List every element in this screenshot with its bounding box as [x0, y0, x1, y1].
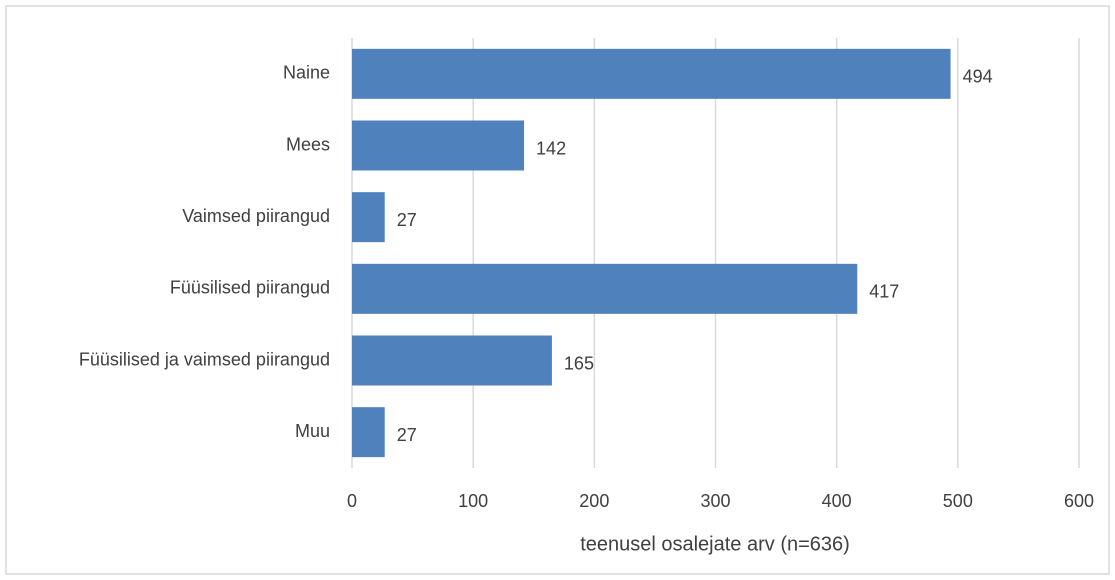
x-axis-label: teenusel osalejate arv (n=636) [580, 533, 850, 555]
data-label: 142 [536, 138, 566, 158]
x-tick-label: 200 [579, 491, 609, 511]
x-tick-label: 500 [943, 491, 973, 511]
data-label: 27 [397, 210, 417, 230]
data-label: 417 [869, 282, 899, 302]
bar [352, 48, 951, 99]
x-tick-label: 300 [700, 491, 730, 511]
bar [352, 407, 385, 458]
data-label: 494 [963, 67, 993, 87]
x-tick-label: 100 [458, 491, 488, 511]
data-label: 27 [397, 425, 417, 445]
y-tick-label: Naine [283, 63, 330, 83]
x-tick-label: 400 [822, 491, 852, 511]
y-tick-label: Vaimsed piirangud [182, 206, 330, 226]
x-tick-label: 600 [1064, 491, 1094, 511]
y-tick-label: Füüsilised piirangud [170, 278, 330, 298]
bar [352, 192, 385, 243]
data-label: 165 [564, 353, 594, 373]
x-tick-label: 0 [347, 491, 357, 511]
bar [352, 263, 858, 314]
bar [352, 335, 552, 386]
bar [352, 120, 525, 171]
y-tick-label: Muu [295, 421, 330, 441]
y-tick-label: Füüsilised ja vaimsed piirangud [79, 349, 330, 369]
y-tick-label: Mees [286, 134, 330, 154]
